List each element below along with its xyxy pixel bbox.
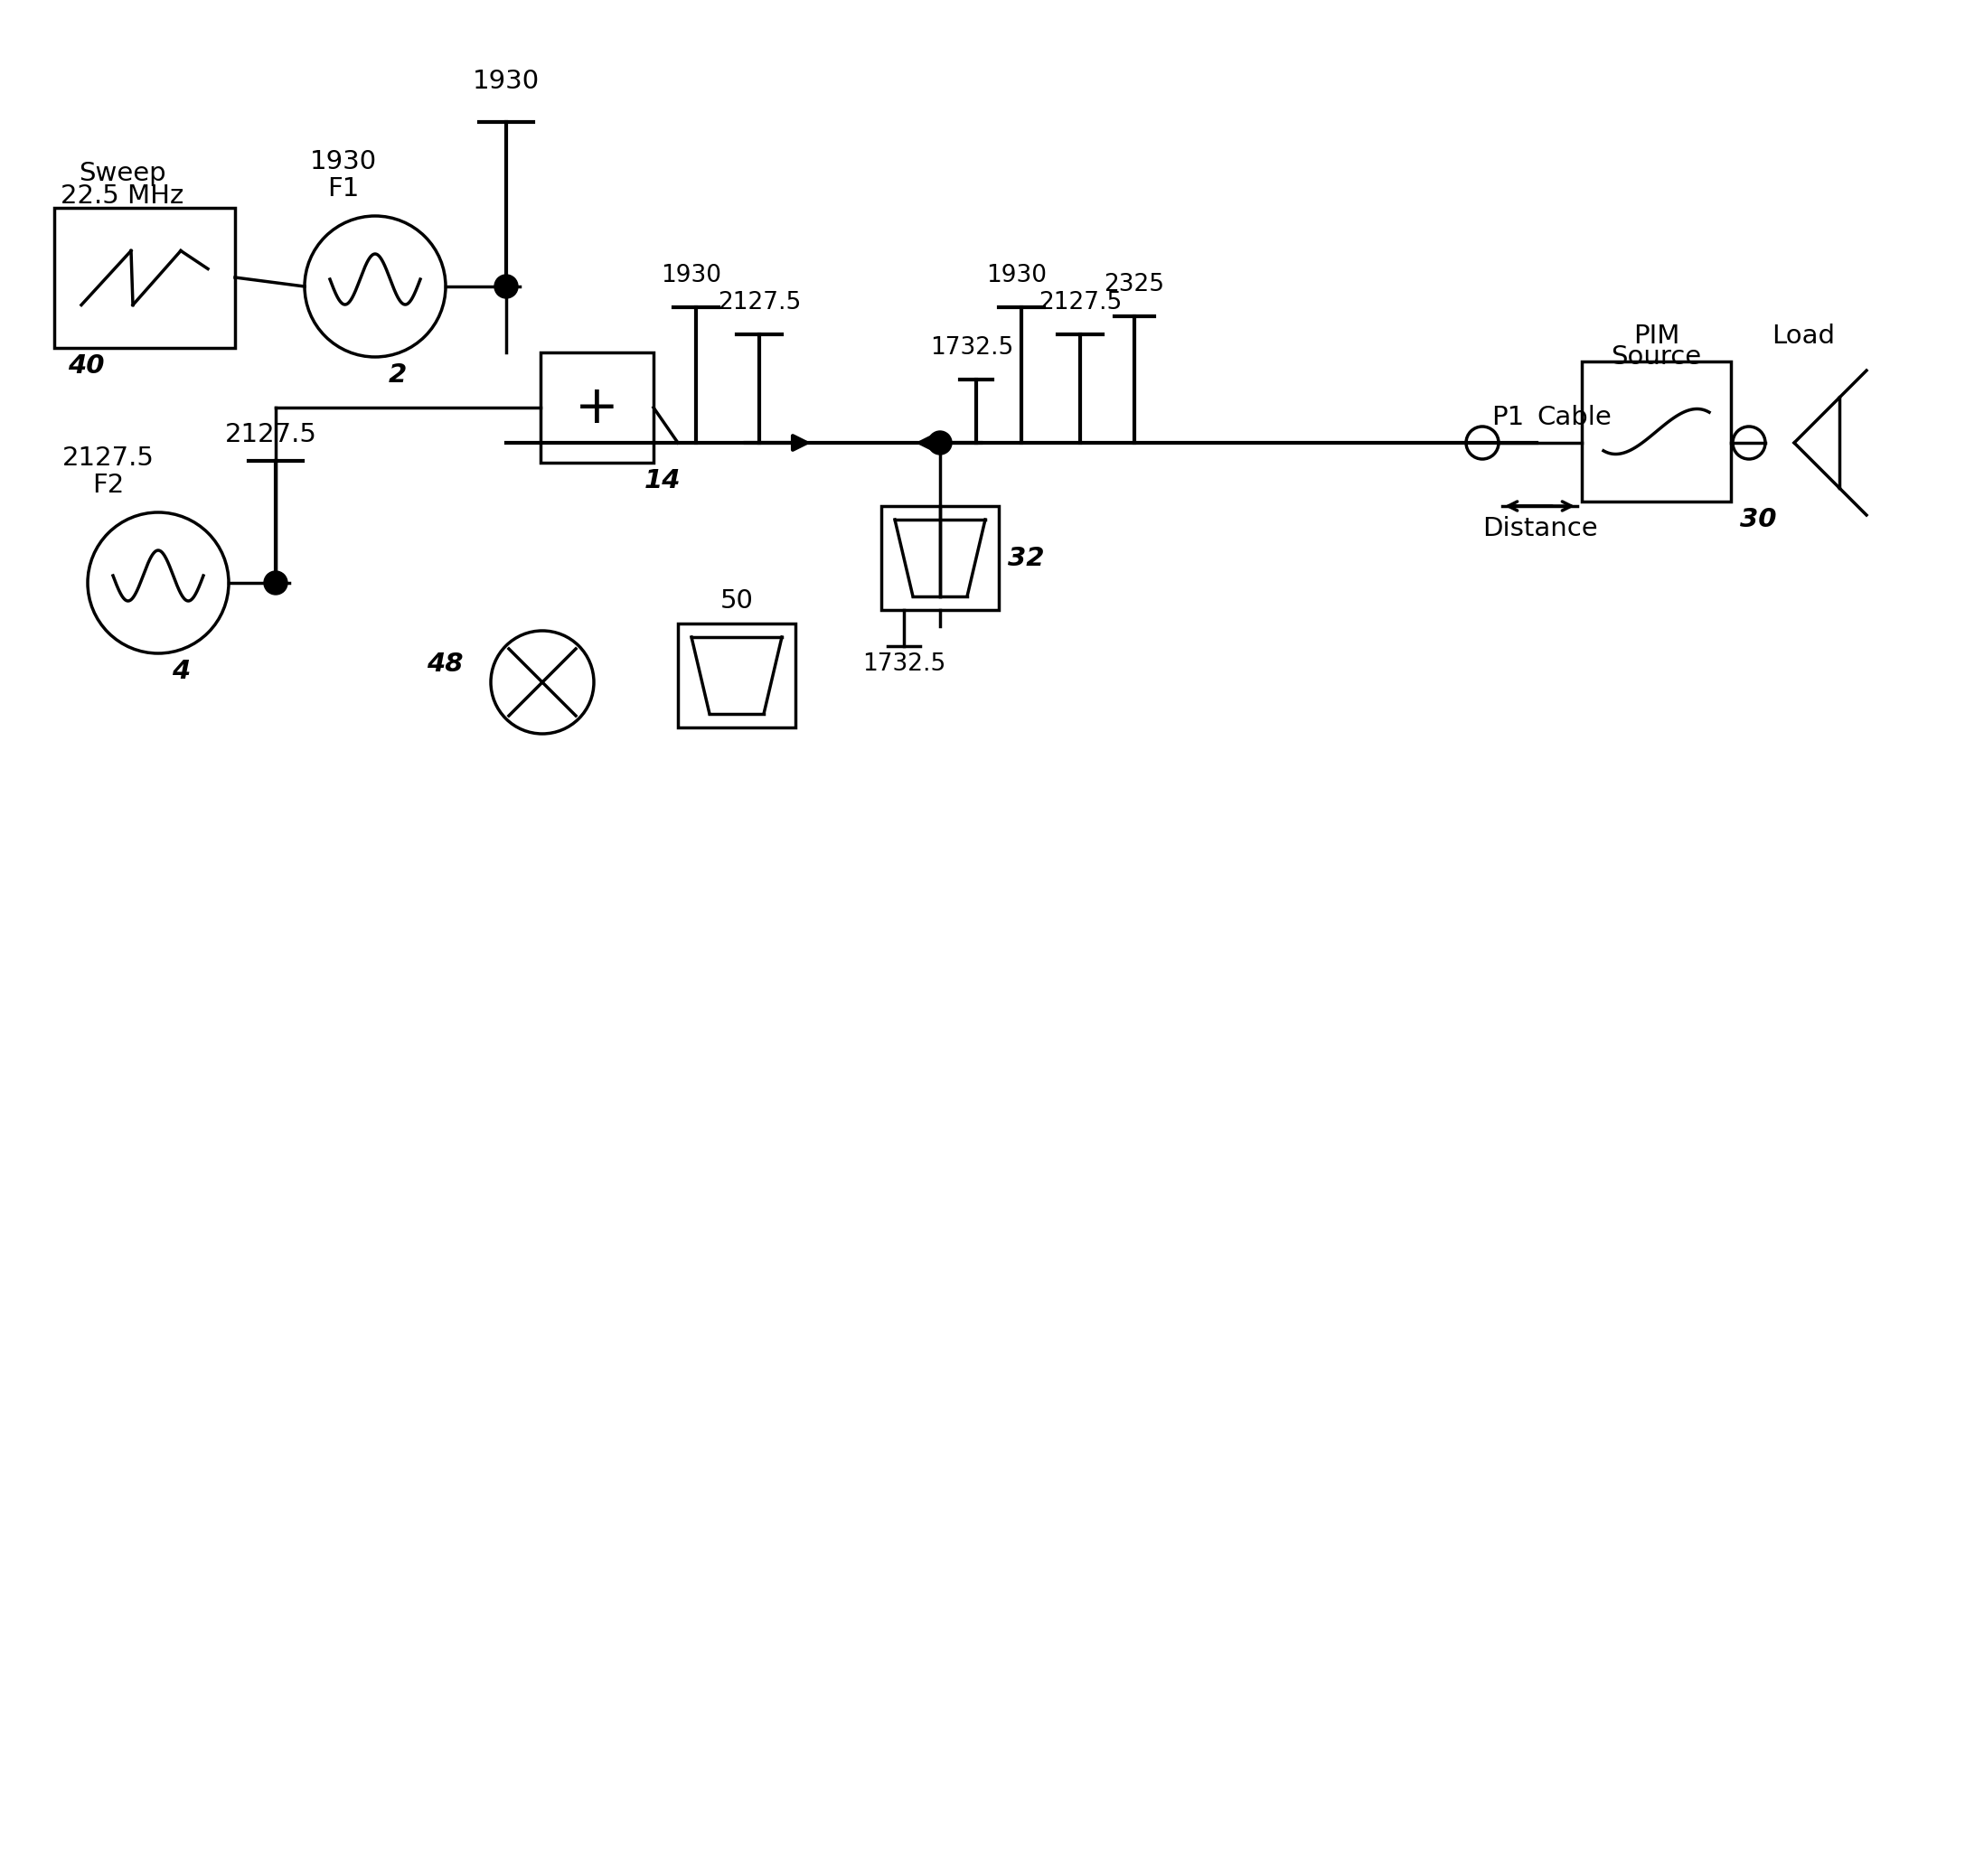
Text: 1732.5: 1732.5: [863, 653, 946, 675]
Text: 2: 2: [389, 362, 407, 388]
Text: PIM: PIM: [1633, 323, 1680, 349]
Circle shape: [1466, 426, 1498, 460]
Text: 22.5 MHz: 22.5 MHz: [60, 184, 185, 208]
Text: 14: 14: [645, 469, 681, 493]
Text: +: +: [575, 383, 619, 433]
Text: 48: 48: [427, 651, 464, 677]
Circle shape: [264, 570, 288, 595]
Text: 2127.5: 2127.5: [62, 445, 155, 471]
Text: 1930: 1930: [310, 148, 377, 174]
Text: 1732.5: 1732.5: [930, 336, 1014, 360]
Text: P1: P1: [1492, 405, 1524, 430]
Text: 2127.5: 2127.5: [224, 422, 317, 446]
Bar: [54, 208, 234, 347]
Circle shape: [490, 630, 593, 734]
Text: 2127.5: 2127.5: [718, 291, 802, 315]
Text: 4: 4: [173, 658, 190, 685]
Text: Source: Source: [1611, 345, 1702, 370]
Text: 2127.5: 2127.5: [1038, 291, 1121, 315]
Text: Load: Load: [1772, 323, 1835, 349]
Text: Cable: Cable: [1536, 405, 1611, 430]
Text: F1: F1: [327, 176, 359, 201]
Circle shape: [1732, 426, 1766, 460]
Bar: [881, 507, 998, 610]
Text: 1930: 1930: [661, 265, 722, 287]
Text: 30: 30: [1740, 507, 1776, 533]
Bar: [679, 623, 796, 728]
Text: 1930: 1930: [472, 69, 540, 94]
Text: F2: F2: [93, 473, 125, 497]
Bar: [540, 353, 653, 463]
Circle shape: [494, 274, 518, 298]
Bar: [1581, 362, 1730, 501]
Circle shape: [306, 216, 446, 356]
Text: 1930: 1930: [986, 265, 1048, 287]
Text: 32: 32: [1008, 546, 1044, 570]
Text: Distance: Distance: [1482, 516, 1597, 542]
Circle shape: [87, 512, 228, 653]
Circle shape: [929, 431, 952, 454]
Text: 2325: 2325: [1103, 272, 1165, 296]
Text: 50: 50: [720, 589, 754, 613]
Text: 40: 40: [67, 353, 105, 379]
Text: Sweep: Sweep: [77, 161, 167, 186]
